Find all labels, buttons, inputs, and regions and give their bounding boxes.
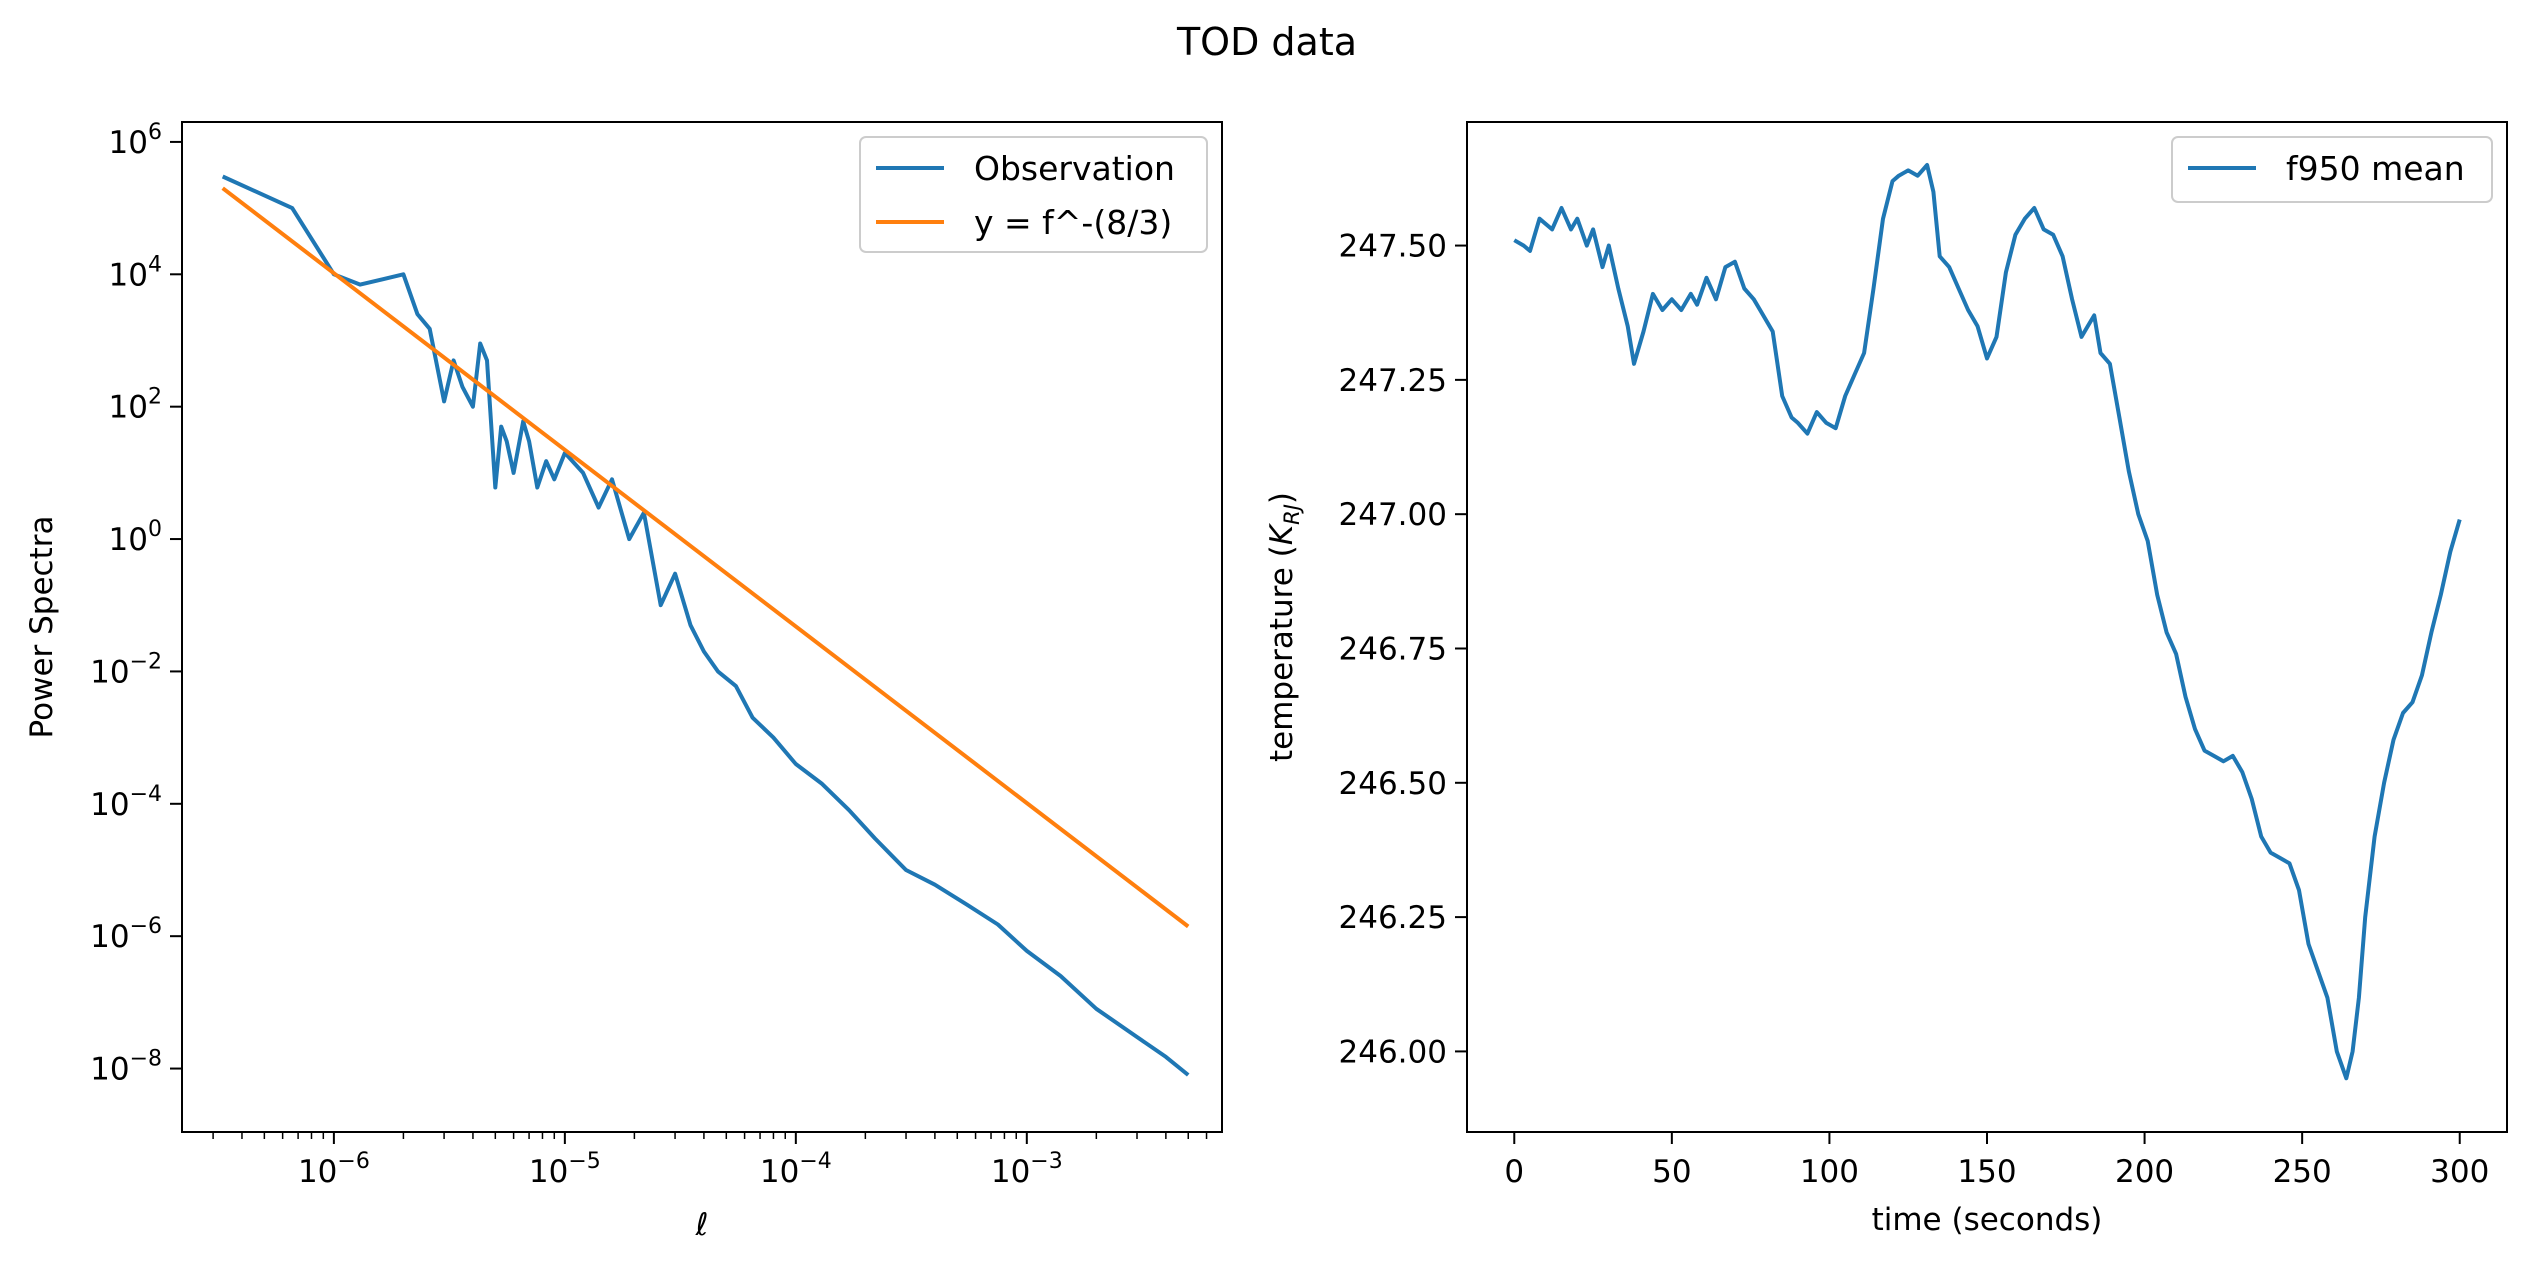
x-tick-label: 10−6 xyxy=(298,1149,370,1190)
legend-label-f950: f950 mean xyxy=(2286,149,2465,188)
y-tick-label: 104 xyxy=(109,252,162,293)
x-tick-label: 300 xyxy=(2430,1154,2489,1190)
x-tick-label: 10−5 xyxy=(529,1149,601,1190)
y-tick-label: 247.00 xyxy=(1339,497,1447,533)
x-tick-label: 50 xyxy=(1652,1154,1691,1190)
y-tick-label: 246.00 xyxy=(1339,1034,1447,1070)
x-axis-label: time (seconds) xyxy=(1872,1202,2103,1238)
legend-label-observation: Observation xyxy=(974,149,1175,188)
x-tick-label: 100 xyxy=(1800,1154,1859,1190)
plot-frame xyxy=(1466,121,2508,1133)
y-tick-label: 246.75 xyxy=(1339,631,1447,667)
x-axis-label: ℓ xyxy=(695,1207,709,1243)
temperature-chart: 0 50 100 150 200 250 300 246.00 246.25 246.50 246.… xyxy=(1264,121,2508,1238)
plot-frame xyxy=(181,121,1223,1133)
y-tick-label: 106 xyxy=(109,120,162,161)
series-line-fit xyxy=(221,186,1190,929)
legend-frame xyxy=(859,136,1208,253)
y-tick-label: 10−2 xyxy=(90,649,162,690)
y-axis-label: Power Spectra xyxy=(24,516,60,739)
y-tick-label: 100 xyxy=(109,517,162,558)
power-spectrum-chart: 10−6 10−5 10−4 10−3 10−8 10−6 10−4 10−2 100 102 10… xyxy=(24,120,1223,1243)
legend: Observation y = f^-(8/3) xyxy=(859,136,1208,253)
x-tick-label: 150 xyxy=(1957,1154,2016,1190)
x-tick-label: 250 xyxy=(2273,1154,2332,1190)
figure-title: TOD data xyxy=(1176,20,1357,64)
series-line-observation xyxy=(221,174,1190,1077)
y-tick-label: 10−4 xyxy=(90,782,162,823)
y-tick-label: 102 xyxy=(109,385,162,426)
x-tick-label: 200 xyxy=(2115,1154,2174,1190)
y-tick-label: 246.50 xyxy=(1339,766,1447,802)
y-tick-label: 247.50 xyxy=(1339,229,1447,265)
y-tick-label: 246.25 xyxy=(1339,900,1447,936)
y-tick-label: 10−8 xyxy=(90,1047,162,1088)
legend-label-fit: y = f^-(8/3) xyxy=(974,203,1172,242)
y-tick-label: 247.25 xyxy=(1339,363,1447,399)
legend-frame xyxy=(2171,136,2493,203)
legend: f950 mean xyxy=(2171,136,2493,203)
y-tick-label: 10−6 xyxy=(90,914,162,955)
x-tick-label: 10−3 xyxy=(991,1149,1063,1190)
y-axis-label: temperature (KRJ) xyxy=(1264,492,1304,762)
x-tick-label: 10−4 xyxy=(760,1149,832,1190)
x-tick-label: 0 xyxy=(1504,1154,1524,1190)
series-line-f950-mean xyxy=(1513,163,2462,1081)
